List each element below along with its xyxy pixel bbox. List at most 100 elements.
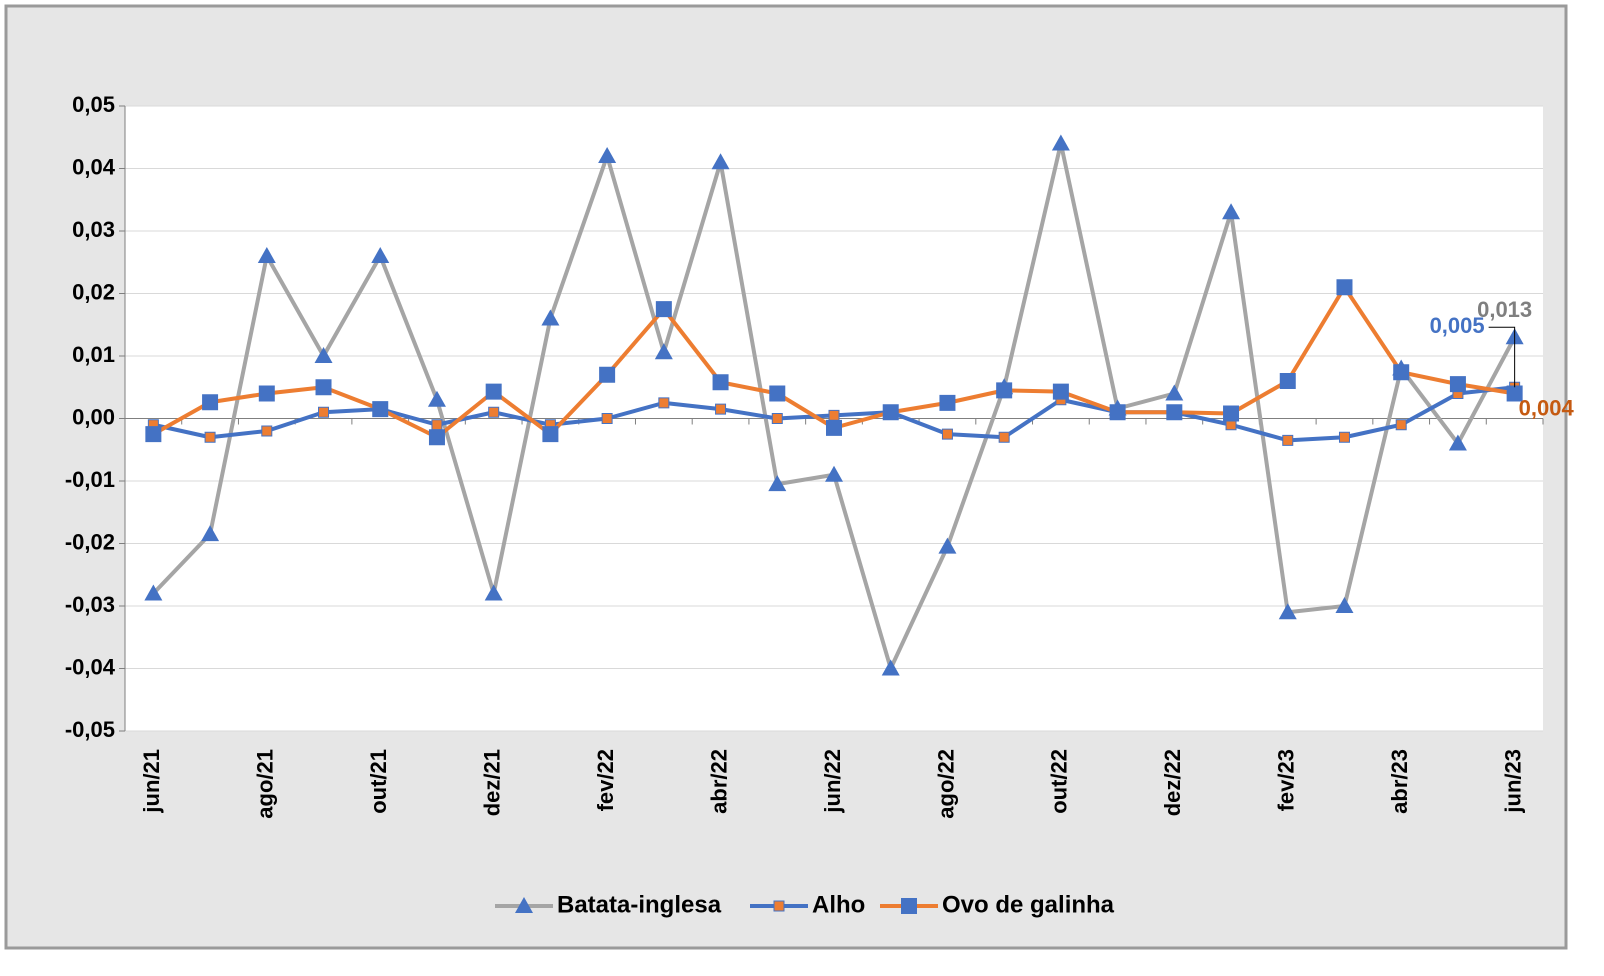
marker <box>881 659 900 676</box>
y-tick-label: -0,01 <box>65 467 115 492</box>
marker <box>201 525 220 542</box>
marker <box>541 309 560 326</box>
marker <box>1166 404 1183 421</box>
marker <box>1282 434 1294 446</box>
marker <box>998 431 1010 443</box>
x-tick-label: dez/21 <box>479 749 504 816</box>
x-tick-label: dez/22 <box>1160 749 1185 816</box>
y-tick-label: -0,04 <box>65 654 116 679</box>
marker <box>711 153 730 170</box>
marker <box>1279 373 1296 389</box>
marker <box>768 475 787 492</box>
x-tick-label: jun/23 <box>1500 749 1525 814</box>
y-tick-label: 0,01 <box>72 342 115 367</box>
marker <box>314 347 333 363</box>
marker <box>658 397 670 409</box>
marker <box>202 394 219 411</box>
legend-label: Batata-inglesa <box>557 891 722 918</box>
marker <box>484 584 503 601</box>
y-tick-label: 0,02 <box>72 279 115 304</box>
marker <box>258 385 275 402</box>
marker <box>712 374 729 391</box>
leader-line <box>1488 326 1516 388</box>
x-tick-label: fev/22 <box>593 749 618 811</box>
legend-item: Batata-inglesa <box>495 891 722 918</box>
legend-label: Ovo de galinha <box>942 891 1115 918</box>
marker <box>1109 404 1126 421</box>
marker <box>769 385 786 402</box>
marker <box>882 404 899 421</box>
marker <box>261 425 273 437</box>
marker <box>773 900 785 912</box>
legend-label: Alho <box>812 891 865 918</box>
y-tick-label: 0,04 <box>72 154 116 179</box>
data-label: 0,013 <box>1477 297 1532 322</box>
x-tick-label: ago/22 <box>933 749 958 819</box>
series <box>145 279 1523 446</box>
marker <box>996 382 1013 399</box>
marker <box>1506 385 1523 402</box>
x-tick-label: fev/23 <box>1274 749 1299 811</box>
marker <box>1278 603 1297 620</box>
marker <box>428 429 445 446</box>
legend-item: Ovo de galinha <box>880 891 1115 918</box>
marker <box>318 406 330 418</box>
y-tick-label: -0,03 <box>65 592 115 617</box>
marker <box>655 301 672 318</box>
marker <box>938 537 957 554</box>
data-label: 0,005 <box>1430 313 1485 338</box>
marker <box>488 406 500 418</box>
marker <box>825 465 843 482</box>
marker <box>1223 405 1240 422</box>
marker <box>204 431 216 443</box>
marker <box>1222 203 1241 220</box>
y-tick-label: 0,00 <box>72 404 115 429</box>
y-tick-label: -0,02 <box>65 529 115 554</box>
marker <box>1165 384 1184 401</box>
marker <box>1336 279 1353 296</box>
marker <box>145 426 162 443</box>
x-tick-label: ago/21 <box>253 749 278 819</box>
marker <box>654 343 673 360</box>
marker <box>715 403 727 415</box>
y-tick-label: 0,05 <box>72 92 115 117</box>
x-tick-label: abr/23 <box>1387 749 1412 814</box>
marker <box>371 247 390 263</box>
marker <box>431 419 443 431</box>
marker <box>1335 597 1354 613</box>
marker <box>601 413 613 424</box>
marker <box>1395 419 1407 431</box>
marker <box>1448 434 1467 451</box>
x-tick-label: abr/22 <box>706 749 731 814</box>
marker <box>542 426 559 443</box>
marker <box>599 366 616 383</box>
marker <box>941 428 953 440</box>
marker <box>1393 364 1410 381</box>
marker <box>598 147 617 163</box>
data-label: 0,004 <box>1519 395 1575 420</box>
marker <box>427 390 446 407</box>
marker <box>315 379 332 396</box>
x-tick-label: jun/22 <box>820 749 845 814</box>
marker <box>1338 431 1350 443</box>
legend-item: Alho <box>750 891 865 918</box>
y-tick-label: -0,05 <box>65 717 115 742</box>
marker <box>828 409 840 421</box>
x-tick-label: out/22 <box>1047 749 1072 814</box>
x-tick-label: jun/21 <box>139 749 164 814</box>
marker <box>1051 134 1070 151</box>
x-tick-label: out/21 <box>366 749 391 814</box>
marker <box>485 383 502 400</box>
marker <box>901 898 917 914</box>
marker <box>939 394 956 411</box>
marker <box>144 584 163 601</box>
y-tick-label: 0,03 <box>72 217 115 242</box>
marker <box>1449 376 1466 393</box>
marker <box>515 897 533 913</box>
series <box>144 134 1524 676</box>
marker <box>372 401 389 418</box>
marker <box>257 247 276 263</box>
marker <box>771 413 783 424</box>
